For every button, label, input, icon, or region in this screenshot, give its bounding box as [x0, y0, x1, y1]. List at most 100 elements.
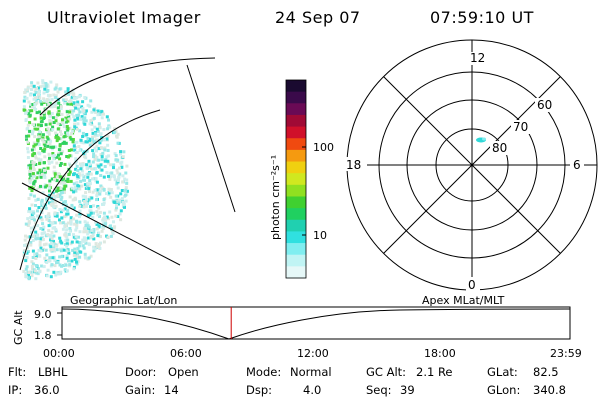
emission-pixel [78, 117, 82, 121]
emission-pixel [125, 164, 129, 168]
emission-pixel [48, 93, 52, 97]
emission-pixel [35, 176, 39, 180]
emission-pixel [22, 105, 26, 109]
emission-pixel [68, 263, 72, 267]
emission-pixel [52, 170, 56, 174]
emission-pixel [64, 131, 68, 135]
emission-pixel [97, 164, 101, 168]
emission-pixel [89, 209, 93, 213]
emission-pixel [44, 84, 48, 88]
emission-pixel [96, 113, 100, 117]
emission-pixel [37, 248, 41, 252]
emission-pixel [99, 112, 103, 116]
emission-pixel [55, 248, 59, 252]
emission-pixel [102, 217, 106, 221]
emission-pixel [116, 158, 120, 162]
emission-pixel [105, 155, 109, 159]
emission-pixel [25, 251, 29, 255]
emission-pixel [49, 248, 53, 252]
emission-pixel [83, 200, 87, 203]
emission-pixel [54, 204, 58, 208]
emission-pixel [109, 224, 113, 228]
emission-pixel [93, 247, 97, 251]
emission-pixel [33, 106, 37, 110]
emission-pixel [45, 135, 49, 139]
emission-pixel [63, 162, 67, 166]
emission-pixel [39, 124, 43, 127]
emission-pixel [23, 238, 27, 242]
emission-pixel [96, 129, 100, 133]
emission-pixel [89, 99, 93, 103]
emission-pixel [91, 149, 95, 153]
emission-pixel [36, 81, 40, 85]
emission-pixel [76, 100, 80, 104]
emission-pixel [27, 250, 30, 253]
emission-pixel [90, 167, 94, 171]
emission-pixel [102, 240, 106, 244]
emission-pixel [31, 172, 35, 176]
emission-pixel [82, 246, 86, 250]
emission-pixel [81, 117, 85, 121]
emission-pixel [85, 163, 89, 167]
emission-pixel [112, 220, 115, 224]
emission-pixel [63, 215, 67, 219]
emission-pixel [61, 187, 65, 191]
emission-pixel [94, 177, 98, 181]
colorbar-band [286, 91, 306, 104]
emission-pixel [38, 133, 42, 137]
emission-pixel [66, 119, 70, 123]
emission-pixel [79, 250, 83, 254]
emission-pixel [84, 202, 88, 206]
emission-pixel [92, 177, 96, 181]
emission-pixel [82, 175, 86, 179]
lat-label-bg-60 [535, 98, 555, 112]
emission-pixel [70, 154, 73, 158]
emission-pixel [64, 224, 68, 228]
emission-pixel [63, 243, 67, 246]
emission-pixel [98, 125, 102, 129]
emission-pixel [53, 264, 57, 268]
emission-pixel [59, 137, 63, 141]
emission-pixel [67, 172, 71, 176]
emission-pixel [64, 141, 68, 145]
emission-pixel [54, 94, 58, 98]
emission-pixel [106, 127, 110, 131]
emission-pixel [69, 102, 73, 106]
emission-pixel [122, 150, 126, 154]
emission-pixel [123, 205, 126, 209]
emission-pixel [40, 232, 44, 236]
emission-pixel [59, 181, 63, 185]
emission-pixel [81, 194, 85, 198]
emission-pixel [75, 127, 79, 131]
emission-pixel [50, 160, 54, 164]
emission-pixel [82, 155, 86, 159]
emission-pixel [41, 202, 45, 206]
emission-pixel [42, 231, 46, 235]
emission-pixel [112, 163, 116, 167]
emission-pixel [34, 198, 38, 202]
emission-pixel [37, 92, 40, 96]
status-info-panel: Flt: LBHL IP: 36.0 Door: Open Gain: 14 M… [8, 365, 566, 397]
emission-pixel [26, 126, 30, 130]
emission-pixel [54, 244, 58, 248]
emission-pixel [46, 233, 50, 237]
emission-pixel [55, 155, 59, 159]
emission-pixel [31, 267, 34, 271]
emission-pixel [116, 132, 120, 136]
emission-pixel [83, 252, 87, 256]
emission-pixel [24, 222, 28, 226]
emission-pixel [38, 85, 42, 89]
emission-pixel [88, 229, 92, 233]
emission-pixel [49, 238, 53, 242]
emission-pixel [95, 194, 99, 198]
emission-pixel [108, 177, 112, 181]
emission-pixel [64, 90, 68, 94]
emission-pixel [31, 186, 35, 190]
emission-pixel [81, 131, 85, 135]
emission-pixel [40, 198, 44, 202]
emission-pixel [84, 236, 87, 240]
emission-pixel [103, 148, 107, 152]
emission-pixel [94, 132, 98, 136]
emission-pixel [107, 174, 110, 178]
emission-pixel [85, 221, 89, 225]
